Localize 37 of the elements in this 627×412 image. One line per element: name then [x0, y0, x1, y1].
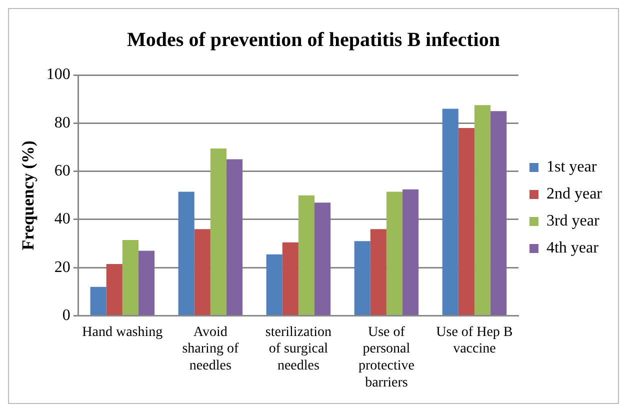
legend-label: 2nd year: [546, 186, 603, 203]
y-tick-label: 40: [54, 210, 70, 228]
bar: [90, 286, 106, 316]
x-tick-label: Avoid sharing of needles: [182, 324, 239, 374]
legend-label: 3rd year: [546, 212, 600, 230]
y-tick-label: 100: [46, 66, 70, 84]
bar: [354, 241, 370, 316]
bar: [490, 111, 507, 316]
x-tick-label: Use of Hep B vaccine: [436, 324, 513, 357]
bar: [474, 105, 491, 316]
bar: [314, 202, 331, 316]
bar: [282, 242, 298, 316]
bar: [106, 264, 122, 316]
chart-title: Modes of prevention of hepatitis B infection: [127, 29, 500, 52]
y-tick-label: 80: [54, 114, 70, 132]
bar: [458, 128, 474, 316]
bar: [370, 229, 386, 316]
bar: [122, 240, 138, 316]
bar: [138, 250, 155, 316]
x-tick-label: sterilization of surgical needles: [265, 324, 332, 374]
y-tick-label: 20: [54, 258, 70, 276]
x-tick-label: Use of personal protective barriers: [358, 324, 414, 390]
bar: [266, 254, 282, 316]
y-tick-label: 60: [54, 162, 70, 180]
bar: [402, 189, 419, 316]
legend-label: 1st year: [546, 158, 598, 176]
bar: [226, 159, 243, 316]
bar: [194, 229, 210, 316]
bar: [210, 148, 226, 316]
bar: [178, 192, 194, 316]
bar: [442, 108, 458, 316]
x-tick-label: Hand washing: [82, 324, 163, 340]
legend-label: 4th year: [546, 240, 600, 257]
y-axis-title: Frequency (%): [18, 140, 38, 250]
bar: [386, 192, 403, 316]
y-tick-label: 0: [62, 307, 70, 324]
bar: [298, 195, 314, 316]
